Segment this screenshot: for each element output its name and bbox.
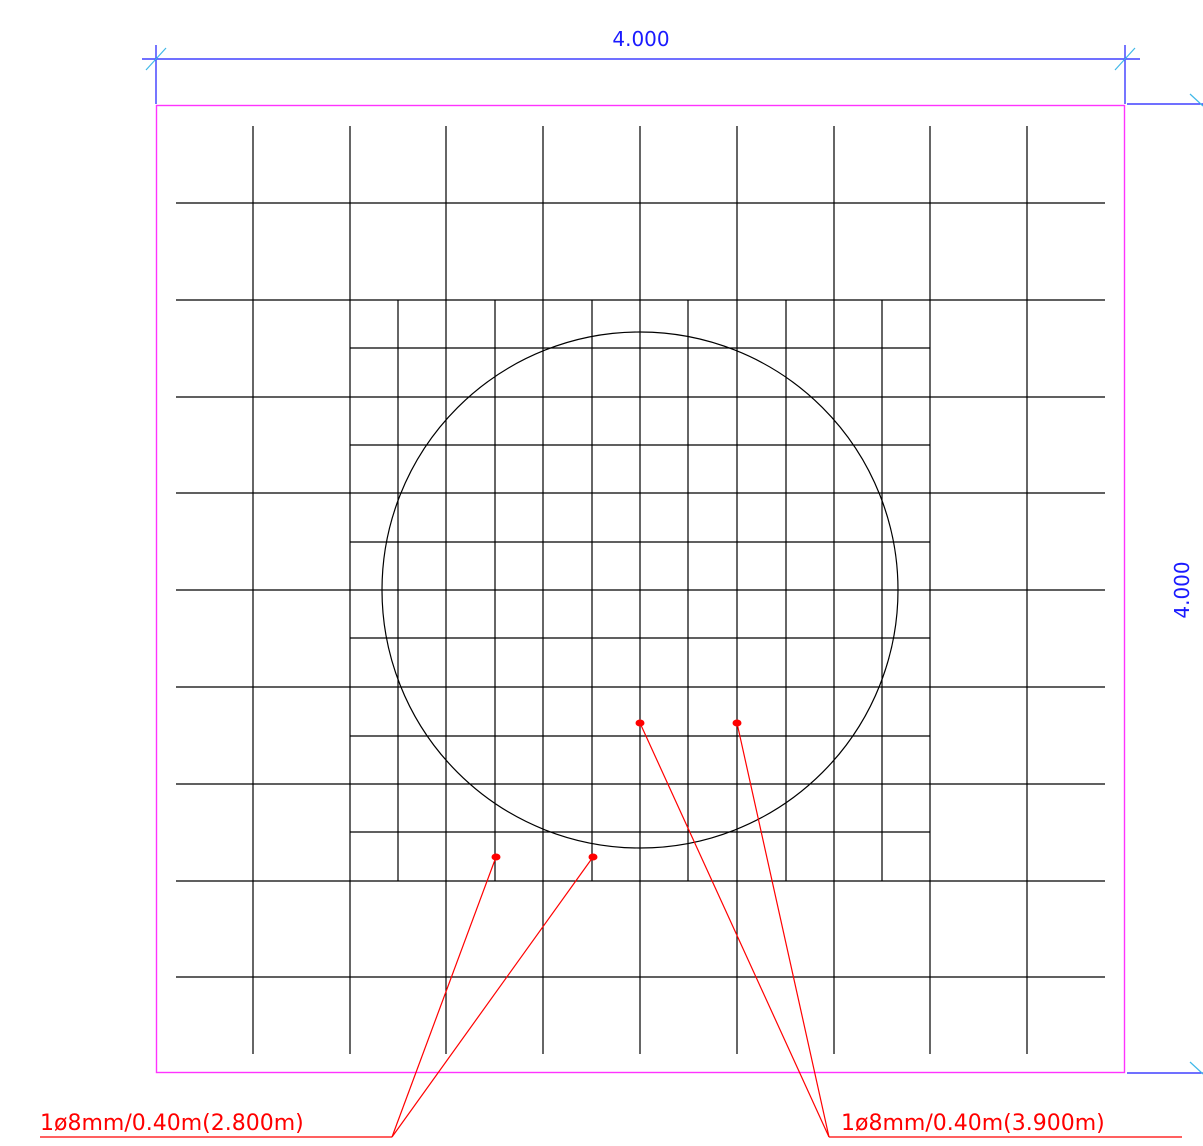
left-leader-1 xyxy=(391,856,497,1138)
circular-opening xyxy=(381,331,899,849)
top-dimension: 4.000 xyxy=(142,27,1140,104)
right-tick-top xyxy=(1189,93,1203,107)
right-leader-2 xyxy=(736,722,830,1138)
rebar-grid xyxy=(176,126,1105,1054)
slab-boundary xyxy=(155,104,1126,1074)
left-rebar-marker-1 xyxy=(491,853,501,861)
top-dimension-label: 4.000 xyxy=(612,27,669,51)
left-callout-label: 1ø8mm/0.40m(2.800m) xyxy=(40,1111,304,1136)
right-rebar-marker-1 xyxy=(635,719,645,727)
right-rebar-marker-2 xyxy=(732,719,742,727)
right-tick-bottom xyxy=(1189,1061,1203,1075)
left-callout: 1ø8mm/0.40m(2.800m) xyxy=(40,853,598,1138)
rebar-callouts: 1ø8mm/0.40m(2.800m) 1ø8mm/0.40m(3.900m) xyxy=(40,719,1182,1138)
top-tick-right xyxy=(1114,47,1136,71)
right-dimension-label: 4.000 xyxy=(1170,561,1194,618)
top-tick-left xyxy=(145,47,167,71)
left-leader-2 xyxy=(391,856,594,1138)
right-leader-1 xyxy=(639,722,830,1138)
right-callout-label: 1ø8mm/0.40m(3.900m) xyxy=(841,1111,1105,1136)
right-callout: 1ø8mm/0.40m(3.900m) xyxy=(635,719,1182,1138)
right-dimension: 4.000 xyxy=(1127,93,1203,1075)
left-rebar-marker-2 xyxy=(588,853,598,861)
